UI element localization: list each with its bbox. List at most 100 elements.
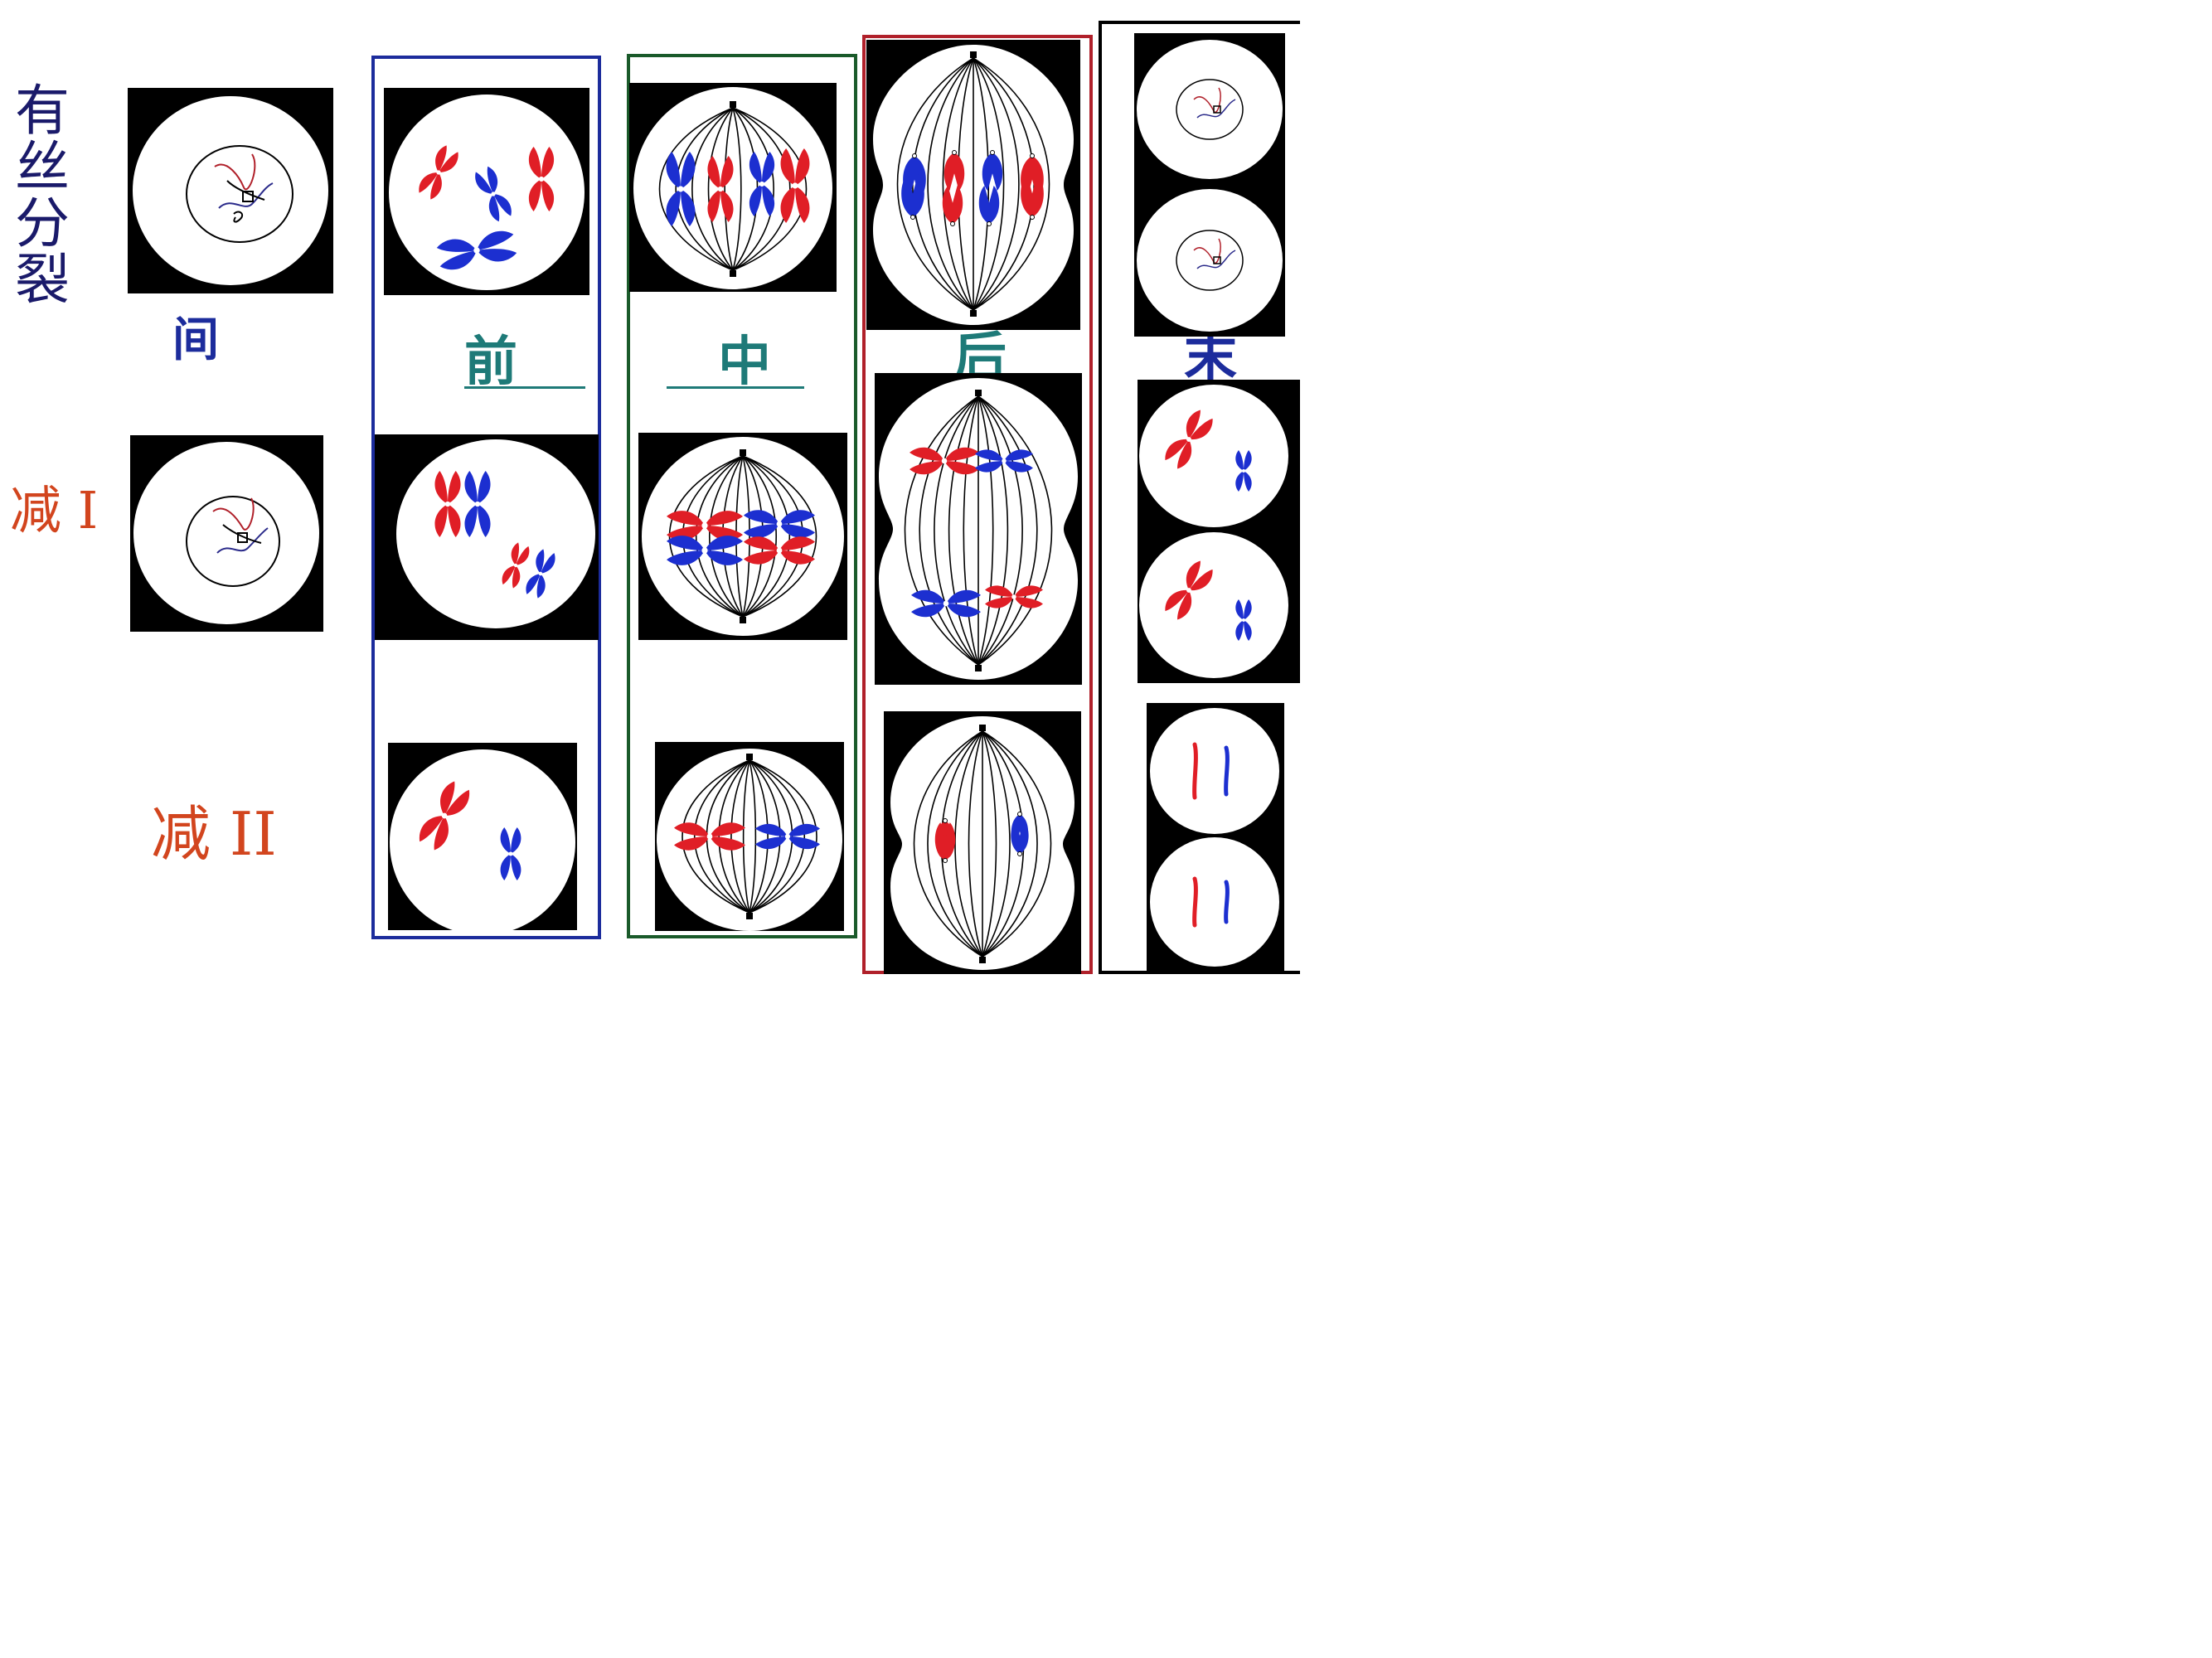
chromosome [749,152,775,216]
chromatid [744,536,815,550]
metaphase-column-frame [627,54,857,938]
metaphase-cell-meiosis-1 [638,433,847,640]
spindle-fiber [977,395,1038,666]
chromatid [448,471,461,537]
chromosome [667,536,743,565]
chromatid [780,148,795,223]
chromatid [487,166,512,216]
chromatid [943,150,965,191]
chromatid [1011,821,1029,856]
centromere [943,818,948,823]
chromatid [901,174,924,220]
centromere [1186,437,1191,442]
chromatid [744,550,815,565]
chromosome [911,589,981,618]
chromatid [419,781,455,842]
centromere [950,221,955,226]
metaphase-cell-mitosis [629,83,837,292]
metaphase-cell-meiosis-2 [655,742,844,931]
chromatid [502,542,519,585]
spindle-fiber [693,759,750,914]
chromatid [500,827,511,880]
spindle-fiber [749,759,817,914]
spindle-fiber [675,107,734,271]
row-label-char: 分 [15,191,70,255]
centriole [970,51,977,58]
spindle-fiber [742,455,750,618]
centromere [508,851,513,856]
centromere [538,176,545,182]
spindle-fiber [896,57,974,311]
chromatid [707,156,720,222]
centromere [706,833,713,840]
centromere [910,215,915,220]
chromatid [942,186,963,226]
spindle [904,390,1053,671]
chromatid [910,447,979,461]
centromere [784,833,791,840]
centromere [473,247,480,254]
centromere [759,181,765,187]
centromere [513,563,518,568]
prophase-cell-mitosis [384,88,589,295]
phase-label-interphase: 间 [172,313,219,367]
chromatid [911,604,981,618]
chromatid [749,152,762,216]
centriole [970,310,977,317]
telophase-cell-meiosis-1 [1138,380,1300,683]
anaphase-cell-meiosis-1 [875,373,1082,685]
row-label-char: 裂 [15,248,70,312]
spindle-fiber [982,730,997,957]
chromatid [667,536,743,550]
chromatid [528,147,541,211]
chromatid [744,510,815,524]
centromere [677,186,684,192]
spindle-fiber [732,107,742,271]
spindle-fiber [919,395,979,666]
chromatid-rod [1224,745,1230,797]
underline-metaphase [667,386,804,389]
chromatid-arm [943,153,965,191]
prophase-column-frame [371,56,601,939]
spindle [658,101,808,277]
spindle-fiber [708,455,744,618]
spindle-fiber [982,730,1038,957]
chromosome [528,147,555,211]
chromatid-arm [978,186,1000,224]
spindle-fiber [749,759,793,914]
phase-label-telophase: 末 [1184,327,1237,389]
spindle [896,51,1050,317]
chromatid [541,147,555,211]
spindle-fiber [977,395,994,666]
centriole [746,913,753,919]
interphase-cell-mitosis [128,88,333,293]
centromere [1011,594,1016,599]
chromatid [1177,418,1213,469]
spindle-fiber [948,395,979,666]
chromatid [755,823,820,836]
chromatid [934,822,956,863]
spindle-fiber [732,107,808,271]
phase-label-metaphase: 中 [718,331,771,393]
spindle-fiber [732,107,791,271]
chromatid [667,550,743,565]
chromosome [502,542,530,589]
centromere [943,858,948,863]
telophase-cell-mitosis [1134,33,1285,337]
chromatid [666,152,681,226]
centriole [975,390,982,396]
centromere [1017,851,1022,856]
prophase-cell-meiosis-2 [388,743,577,930]
chromatid-arm [1021,174,1044,217]
chromatid [911,589,981,604]
centromere [436,170,441,175]
metaphase-meiosis2-spindle [657,749,842,931]
centromere [776,521,783,527]
spindle-fiber [682,759,750,914]
spindle-fiber [968,730,983,957]
centromere [1030,153,1035,158]
anaphase-meiosis1-spindle [879,378,1078,680]
centriole [746,754,753,760]
chromatid [526,549,545,594]
chromosome [1235,450,1252,492]
